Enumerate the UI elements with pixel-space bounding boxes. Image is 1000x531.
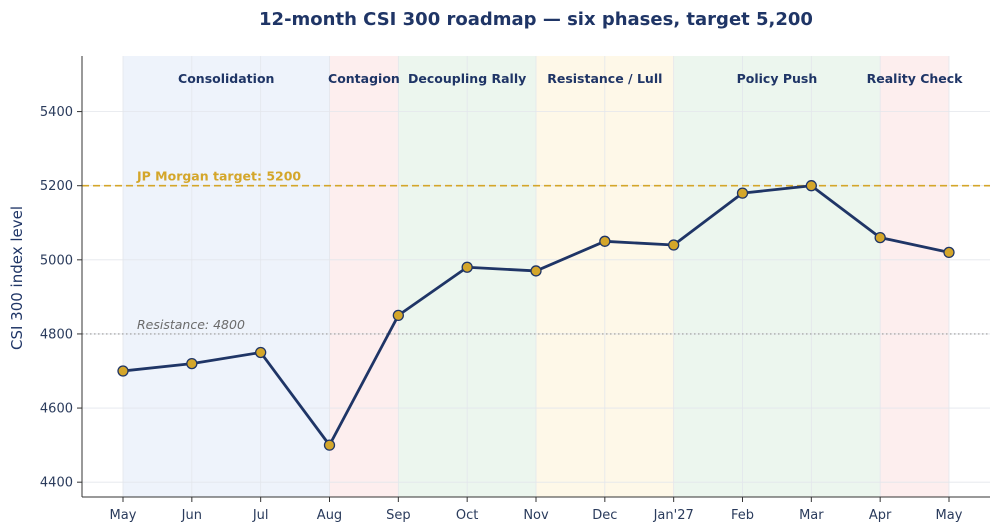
y-tick-label-4400: 4400	[40, 476, 73, 491]
x-tick-label-3: Aug	[317, 508, 342, 523]
data-point-0	[117, 365, 129, 377]
x-tick-label-2: Jul	[252, 508, 269, 523]
x-tick-label-10: Mar	[799, 508, 824, 523]
reference-lines: JP Morgan target: 5200 Resistance: 4800	[82, 169, 990, 335]
phase-band-5	[673, 56, 881, 497]
data-point-12	[943, 246, 955, 259]
phase-band-1	[123, 56, 330, 497]
data-point-11	[874, 231, 886, 244]
phase-label-5: Policy Push	[737, 71, 818, 86]
x-tick-label-5: Oct	[456, 508, 478, 523]
x-tick-label-4: Sep	[386, 508, 411, 523]
x-tick-label-8: Jan'27	[653, 508, 694, 523]
y-tick-label-5400: 5400	[40, 105, 73, 120]
data-point-7	[599, 235, 611, 247]
data-point-9	[736, 187, 749, 199]
x-tick-label-11: Apr	[869, 508, 892, 523]
x-tick-label-6: Nov	[523, 508, 549, 523]
x-tick-label-12: May	[936, 508, 963, 523]
phase-band-6	[880, 56, 949, 497]
y-tick-label-5200: 5200	[40, 179, 73, 194]
series-csi300	[117, 180, 955, 451]
data-point-1	[186, 357, 198, 370]
phase-labels: Consolidation Contagion Decoupling Rally Re…	[178, 71, 963, 86]
phase-label-1: Consolidation	[178, 71, 274, 86]
x-tick-label-7: Dec	[592, 508, 617, 523]
reference-label-5200: JP Morgan target: 5200	[136, 169, 301, 184]
phase-band-2	[329, 56, 399, 497]
data-point-5	[461, 261, 473, 273]
data-point-3	[323, 439, 336, 451]
reference-label-4800: Resistance: 4800	[137, 317, 245, 332]
phase-label-4: Resistance / Lull	[547, 71, 662, 86]
x-tick-label-0: May	[110, 508, 137, 523]
phase-label-2: Contagion	[328, 71, 400, 86]
y-axis-label: CSI 300 index level	[8, 206, 26, 350]
data-point-4	[392, 309, 404, 322]
data-point-6	[530, 265, 542, 277]
data-point-2	[255, 346, 267, 359]
x-tick-label-9: Feb	[731, 508, 754, 523]
phase-label-3: Decoupling Rally	[408, 71, 526, 86]
y-tick-label-4600: 4600	[40, 402, 73, 417]
data-point-10	[805, 180, 817, 192]
phase-label-6: Reality Check	[867, 71, 964, 86]
axes: 4400 4600 4800 5000 5200 5400 May Jun Jul Aug Sep O…	[40, 56, 990, 523]
data-point-8	[668, 239, 680, 251]
y-tick-label-4800: 4800	[40, 327, 73, 342]
y-tick-label-5000: 5000	[40, 253, 73, 268]
chart-title: 12-month CSI 300 roadmap — six phases, t…	[259, 9, 813, 30]
x-tick-label-1: Jun	[181, 508, 202, 523]
